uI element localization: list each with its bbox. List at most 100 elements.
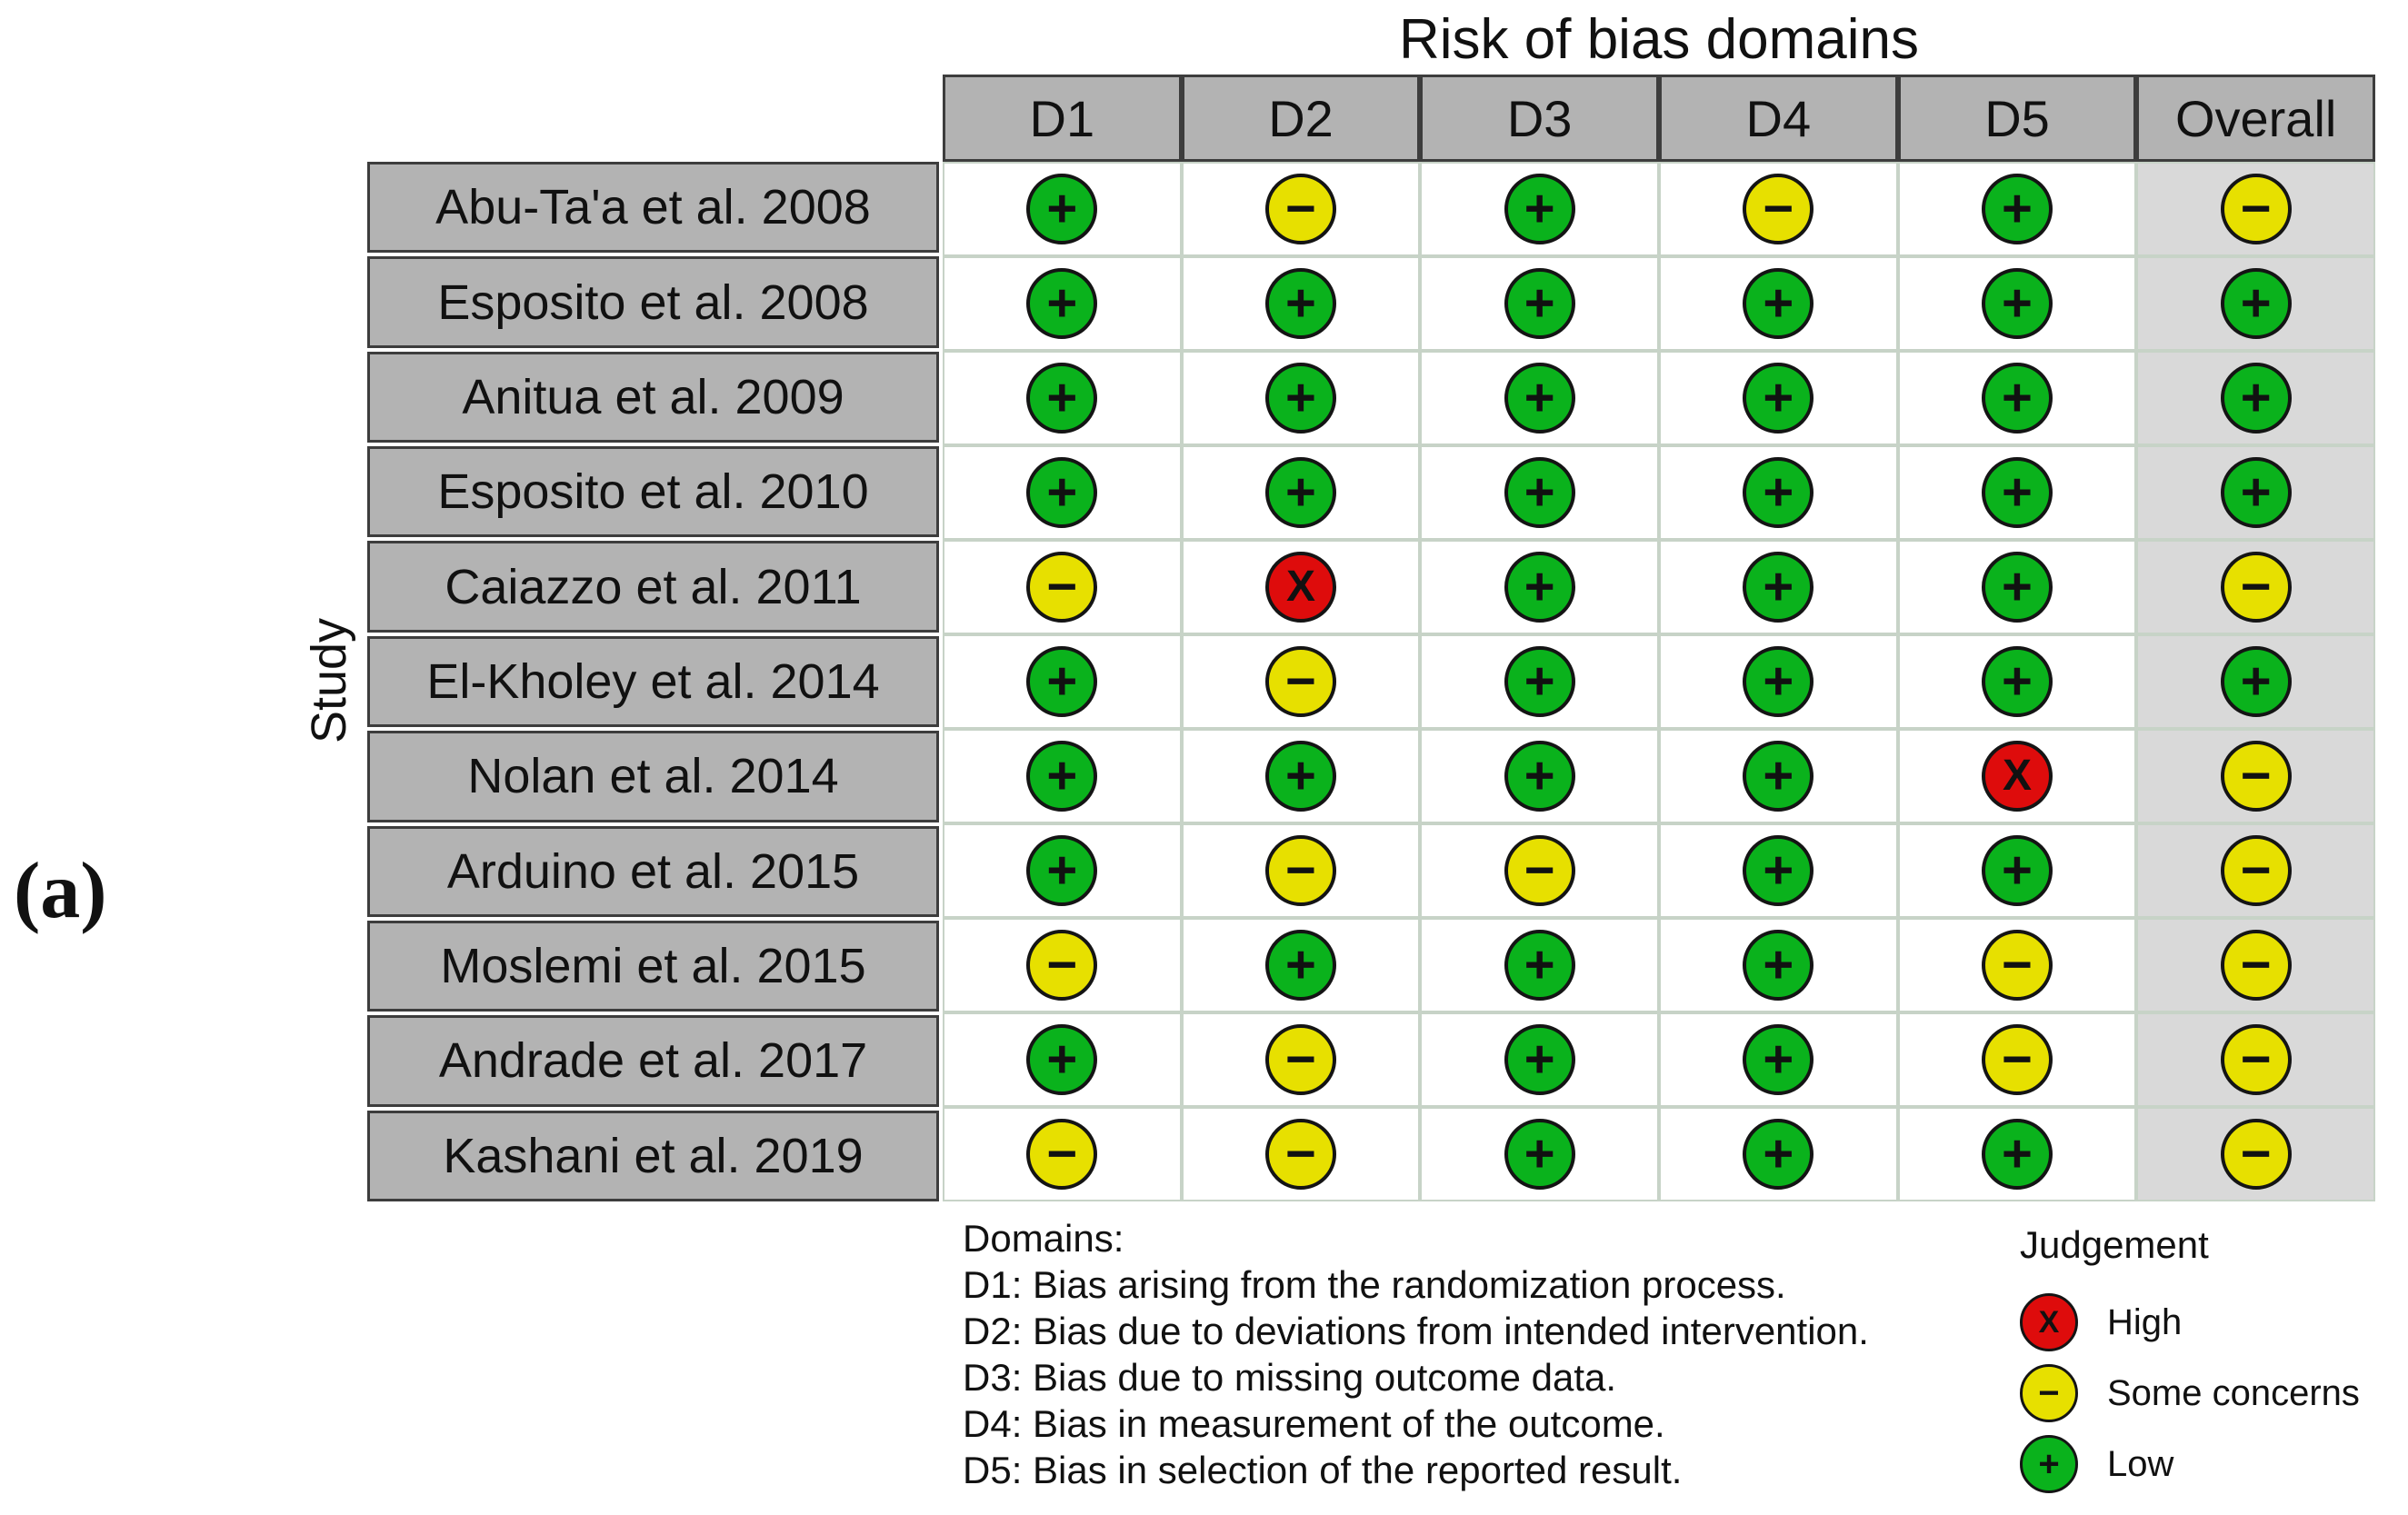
- footnote-line-d2: D2: Bias due to deviations from intended…: [963, 1310, 1869, 1352]
- judgement-circle-some: −: [2220, 1024, 2292, 1095]
- judgement-cell: +: [1181, 445, 1421, 540]
- plus-icon: +: [2240, 368, 2272, 427]
- judgement-cell: +: [1658, 445, 1898, 540]
- study-axis-label: Study: [302, 617, 356, 744]
- judgement-cell: +: [1420, 1107, 1659, 1201]
- judgement-cell: −: [2136, 540, 2375, 634]
- plus-icon: +: [1524, 652, 1555, 711]
- judgement-cell: −: [2136, 823, 2375, 918]
- study-name-cell: Kashani et al. 2019: [367, 1110, 939, 1201]
- study-column: Abu-Ta'a et al. 2008 Esposito et al. 2008…: [367, 162, 939, 1201]
- minus-icon: −: [2240, 935, 2272, 994]
- judgement-cell: +: [1658, 823, 1898, 918]
- column-header-d2: D2: [1181, 75, 1421, 162]
- study-name-cell: El-Kholey et al. 2014: [367, 635, 939, 728]
- judgement-cell: +: [1420, 162, 1659, 256]
- judgement-cell: +: [2136, 351, 2375, 445]
- study-name-cell: Esposito et al. 2010: [367, 446, 939, 538]
- column-header-d4: D4: [1658, 75, 1898, 162]
- plus-icon: +: [1763, 935, 1794, 994]
- legend-label-high: High: [2107, 1301, 2183, 1342]
- column-header-d1: D1: [943, 75, 1182, 162]
- plus-icon: +: [2240, 652, 2272, 711]
- plus-icon: +: [1046, 179, 1078, 238]
- header-row: D1 D2 D3 D4 D5 Overall: [943, 75, 2375, 162]
- judgement-cell: +: [1420, 256, 1659, 351]
- minus-icon: −: [2038, 1373, 2060, 1413]
- judgement-circle-some: −: [1981, 930, 2053, 1001]
- judgement-cell: +: [1658, 1012, 1898, 1107]
- judgement-circle-some: −: [2020, 1364, 2078, 1422]
- judgement-circle-low: +: [1026, 741, 1098, 812]
- judgement-circle-low: +: [1981, 1119, 2053, 1190]
- judgement-circle-low: +: [1743, 741, 1814, 812]
- plus-icon: +: [1285, 463, 1316, 522]
- judgement-circle-low: +: [1981, 174, 2053, 244]
- judgement-cell: −: [943, 918, 1182, 1012]
- judgement-cell: +: [1658, 729, 1898, 823]
- judgement-circle-low: +: [1026, 1024, 1098, 1095]
- plus-icon: +: [2038, 1444, 2060, 1484]
- judgement-cell: +: [1658, 1107, 1898, 1201]
- judgement-circle-low: +: [2220, 363, 2292, 434]
- plus-icon: +: [2002, 274, 2033, 333]
- judgement-cell: −: [1658, 162, 1898, 256]
- plus-icon: +: [1046, 841, 1078, 900]
- plus-icon: +: [2002, 557, 2033, 616]
- judgement-circle-low: +: [1743, 457, 1814, 528]
- plus-icon: +: [1763, 274, 1794, 333]
- judgement-cell: −: [2136, 162, 2375, 256]
- minus-icon: −: [2240, 557, 2272, 616]
- judgement-circle-some: −: [1026, 1119, 1098, 1190]
- column-header-d3: D3: [1420, 75, 1659, 162]
- judgement-circle-low: +: [1743, 1119, 1814, 1190]
- judgement-circle-low: +: [1743, 646, 1814, 717]
- judgement-cell: −: [1181, 162, 1421, 256]
- plus-icon: +: [1524, 1124, 1555, 1183]
- judgement-cell: +: [1420, 1012, 1659, 1107]
- plus-icon: +: [1763, 368, 1794, 427]
- judgement-circle-low: +: [1981, 457, 2053, 528]
- footnote-line-d1: D1: Bias arising from the randomization …: [963, 1263, 1786, 1306]
- judgement-circle-high: X: [1981, 741, 2053, 812]
- plus-icon: +: [1524, 746, 1555, 805]
- judgement-cell: −: [2136, 729, 2375, 823]
- plus-icon: +: [1524, 935, 1555, 994]
- judgement-circle-low: +: [1504, 930, 1575, 1001]
- minus-icon: −: [1763, 179, 1794, 238]
- judgement-circle-high: X: [1264, 552, 1336, 623]
- judgement-circle-low: +: [1264, 268, 1336, 339]
- plus-icon: +: [1285, 746, 1316, 805]
- minus-icon: −: [2002, 1030, 2033, 1089]
- judgement-cell: +: [943, 162, 1182, 256]
- judgement-cell: +: [1420, 634, 1659, 729]
- judgement-circle-some: −: [2220, 930, 2292, 1001]
- legend-item-low: + Low: [2020, 1429, 2402, 1500]
- judgement-cell: +: [943, 256, 1182, 351]
- minus-icon: −: [2240, 841, 2272, 900]
- plus-icon: +: [1763, 841, 1794, 900]
- plus-icon: +: [1524, 179, 1555, 238]
- minus-icon: −: [1285, 1030, 1316, 1089]
- judgement-circle-low: +: [1981, 363, 2053, 434]
- judgement-circle-low: +: [1264, 741, 1336, 812]
- judgement-circle-low: +: [1504, 1024, 1575, 1095]
- judgement-cell: X: [1897, 729, 2137, 823]
- plus-icon: +: [2002, 368, 2033, 427]
- judgement-cell: +: [2136, 445, 2375, 540]
- judgement-circle-low: +: [1743, 363, 1814, 434]
- plus-icon: +: [1046, 746, 1078, 805]
- judgement-circle-low: +: [1504, 457, 1575, 528]
- minus-icon: −: [1046, 557, 1078, 616]
- legend-item-some: − Some concerns: [2020, 1358, 2402, 1429]
- judgement-cell: +: [1181, 351, 1421, 445]
- plus-icon: +: [1046, 652, 1078, 711]
- plus-icon: +: [1763, 652, 1794, 711]
- plus-icon: +: [1046, 368, 1078, 427]
- plus-icon: +: [1285, 274, 1316, 333]
- plus-icon: +: [1524, 368, 1555, 427]
- judgement-cell: +: [1420, 351, 1659, 445]
- judgement-circle-low: +: [1504, 741, 1575, 812]
- judgement-legend: Judgement X High − Some concerns + Low: [2020, 1223, 2402, 1500]
- study-name-cell: Abu-Ta'a et al. 2008: [367, 162, 939, 254]
